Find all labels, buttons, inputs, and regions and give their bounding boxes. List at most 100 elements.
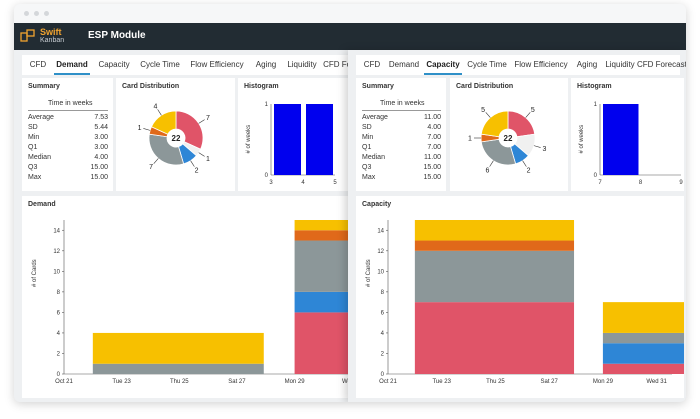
x-tick-label: Oct 21 [55,379,73,385]
pie-leader-line [143,128,151,131]
x-tick-label: Thu 25 [170,379,189,385]
y-tick-label: 2 [57,351,61,357]
card-distribution-title: Card Distribution [456,83,514,90]
pie-slice [175,110,204,150]
card-distribution-title: Card Distribution [122,83,180,90]
y-tick-label: 6 [57,310,61,316]
capacity-chart-title: Capacity [362,201,392,208]
tab-cfd[interactable]: CFD [29,60,47,69]
brand-subname: Kanban [40,37,65,44]
tab-liquidity[interactable]: Liquidity [287,60,317,69]
pie-leader-line [522,160,527,167]
x-tick-label: Wed 31 [646,379,667,385]
demand-stacked-chart: # of Cards 0 2 4 6 8 10 12 14 Oct 21 Tue 23 Thu 25 S… [32,220,356,385]
tab-bar: CFD Demand Capacity Cycle Time Flow Effi… [22,55,356,75]
brand-name: Swift [40,27,62,37]
tab-aging[interactable]: Aging [576,60,598,69]
demand-chart-card: Demand # of Cards 0 2 4 6 8 10 12 14 Oct 21 Tue 23… [22,196,356,398]
y-tick-label: 10 [53,269,60,275]
summary-row: Median 4.00 [28,154,108,161]
x-tick-label: Sat 27 [540,379,558,385]
tab-cfd-forecast[interactable]: CFD Forecast [323,60,356,69]
pie-label: 2 [195,167,199,174]
bar-segment [294,230,356,241]
histogram-chart: # of weeks 0 1 7 8 9 [579,102,683,186]
histogram-bar [274,104,301,175]
y-tick-label: 0 [57,372,61,378]
y-tick-label: 8 [381,290,385,296]
summary-row: Average 11.00 [362,114,441,121]
x-tick-label: 9 [679,180,683,186]
y-tick-label: 14 [53,228,60,234]
tab-cycle-time[interactable]: Cycle Time [140,60,180,69]
tab-cfd-forecast[interactable]: CFD Forecast [637,60,686,69]
y-tick-label: 6 [381,310,385,316]
bar-segment [602,343,684,364]
window-titlebar [14,4,686,23]
divider [362,110,441,111]
app-window: Swift Kanban ESP Module CFD Demand Capac… [14,4,686,402]
pie-label: 1 [138,125,142,132]
card-distribution-pie: 5 3 2 6 1 5 22 [468,107,546,175]
capacity-chart-card: Capacity # of Cards 0 2 4 6 8 10 12 14 Oct 21 Tue … [356,196,684,398]
y-tick-label: 1 [594,102,598,108]
tab-cycle-time[interactable]: Cycle Time [467,60,507,69]
divider [28,110,108,111]
pie-leader-line [525,112,531,118]
pie-label: 1 [206,156,210,163]
histogram-bar [306,104,333,175]
tab-capacity[interactable]: Capacity [98,60,130,69]
tab-aging[interactable]: Aging [255,60,277,69]
pie-label: 2 [527,167,531,174]
pie-leader-line [157,109,162,116]
window-dot[interactable] [24,11,29,16]
pie-label: 7 [206,115,210,122]
bar-segment [602,363,684,374]
tab-demand[interactable]: Demand [54,55,90,75]
demand-panel: CFD Demand Capacity Cycle Time Flow Effi… [14,50,356,402]
y-tick-label: 12 [377,249,384,255]
x-tick-label: 8 [639,180,643,186]
swift-kanban-logo[interactable]: Swift Kanban [20,26,74,47]
pie-slice [150,110,177,135]
bar-segment [92,363,264,374]
summary-row: Max 15.00 [28,174,108,181]
tab-cfd[interactable]: CFD [363,60,381,69]
summary-row: Min 3.00 [28,134,108,141]
summary-row: Min 7.00 [362,134,441,141]
pie-label: 5 [481,107,485,114]
tab-capacity[interactable]: Capacity [424,55,462,75]
x-tick-label: Mon 29 [593,379,614,385]
x-tick-label: Thu 25 [486,379,505,385]
pie-label: 7 [149,164,153,171]
tab-liquidity[interactable]: Liquidity [605,60,635,69]
y-axis-label: # of Cards [366,259,372,287]
y-tick-label: 0 [265,173,269,179]
bar-segment [294,220,356,231]
pie-slice [148,133,185,166]
pie-center [500,130,516,146]
x-tick-label: 7 [598,180,602,186]
pie-label: 4 [154,104,158,111]
tab-bar: CFD Demand Capacity Cycle Time Flow Effi… [356,55,686,75]
pie-label: 5 [531,107,535,114]
pie-leader-line [489,160,494,167]
pie-label: 6 [486,167,490,174]
bar-segment [602,302,684,333]
summary-row: Q1 7.00 [362,144,441,151]
pie-total: 22 [172,134,181,143]
bar-segment [602,332,684,344]
window-dot[interactable] [44,11,49,16]
x-tick-label: Oct 21 [379,379,397,385]
y-tick-label: 14 [377,228,384,234]
tab-flow-efficiency[interactable]: Flow Efficiency [190,60,244,69]
module-title: ESP Module [88,30,146,41]
x-tick-label: Tue 23 [432,379,451,385]
tab-flow-efficiency[interactable]: Flow Efficiency [514,60,568,69]
window-dot[interactable] [34,11,39,16]
pie-leader-line [153,158,159,164]
x-tick-label: 5 [333,180,337,186]
histogram-card: Histogram # of weeks 0 1 7 8 9 [571,78,684,191]
tab-demand[interactable]: Demand [388,60,420,69]
